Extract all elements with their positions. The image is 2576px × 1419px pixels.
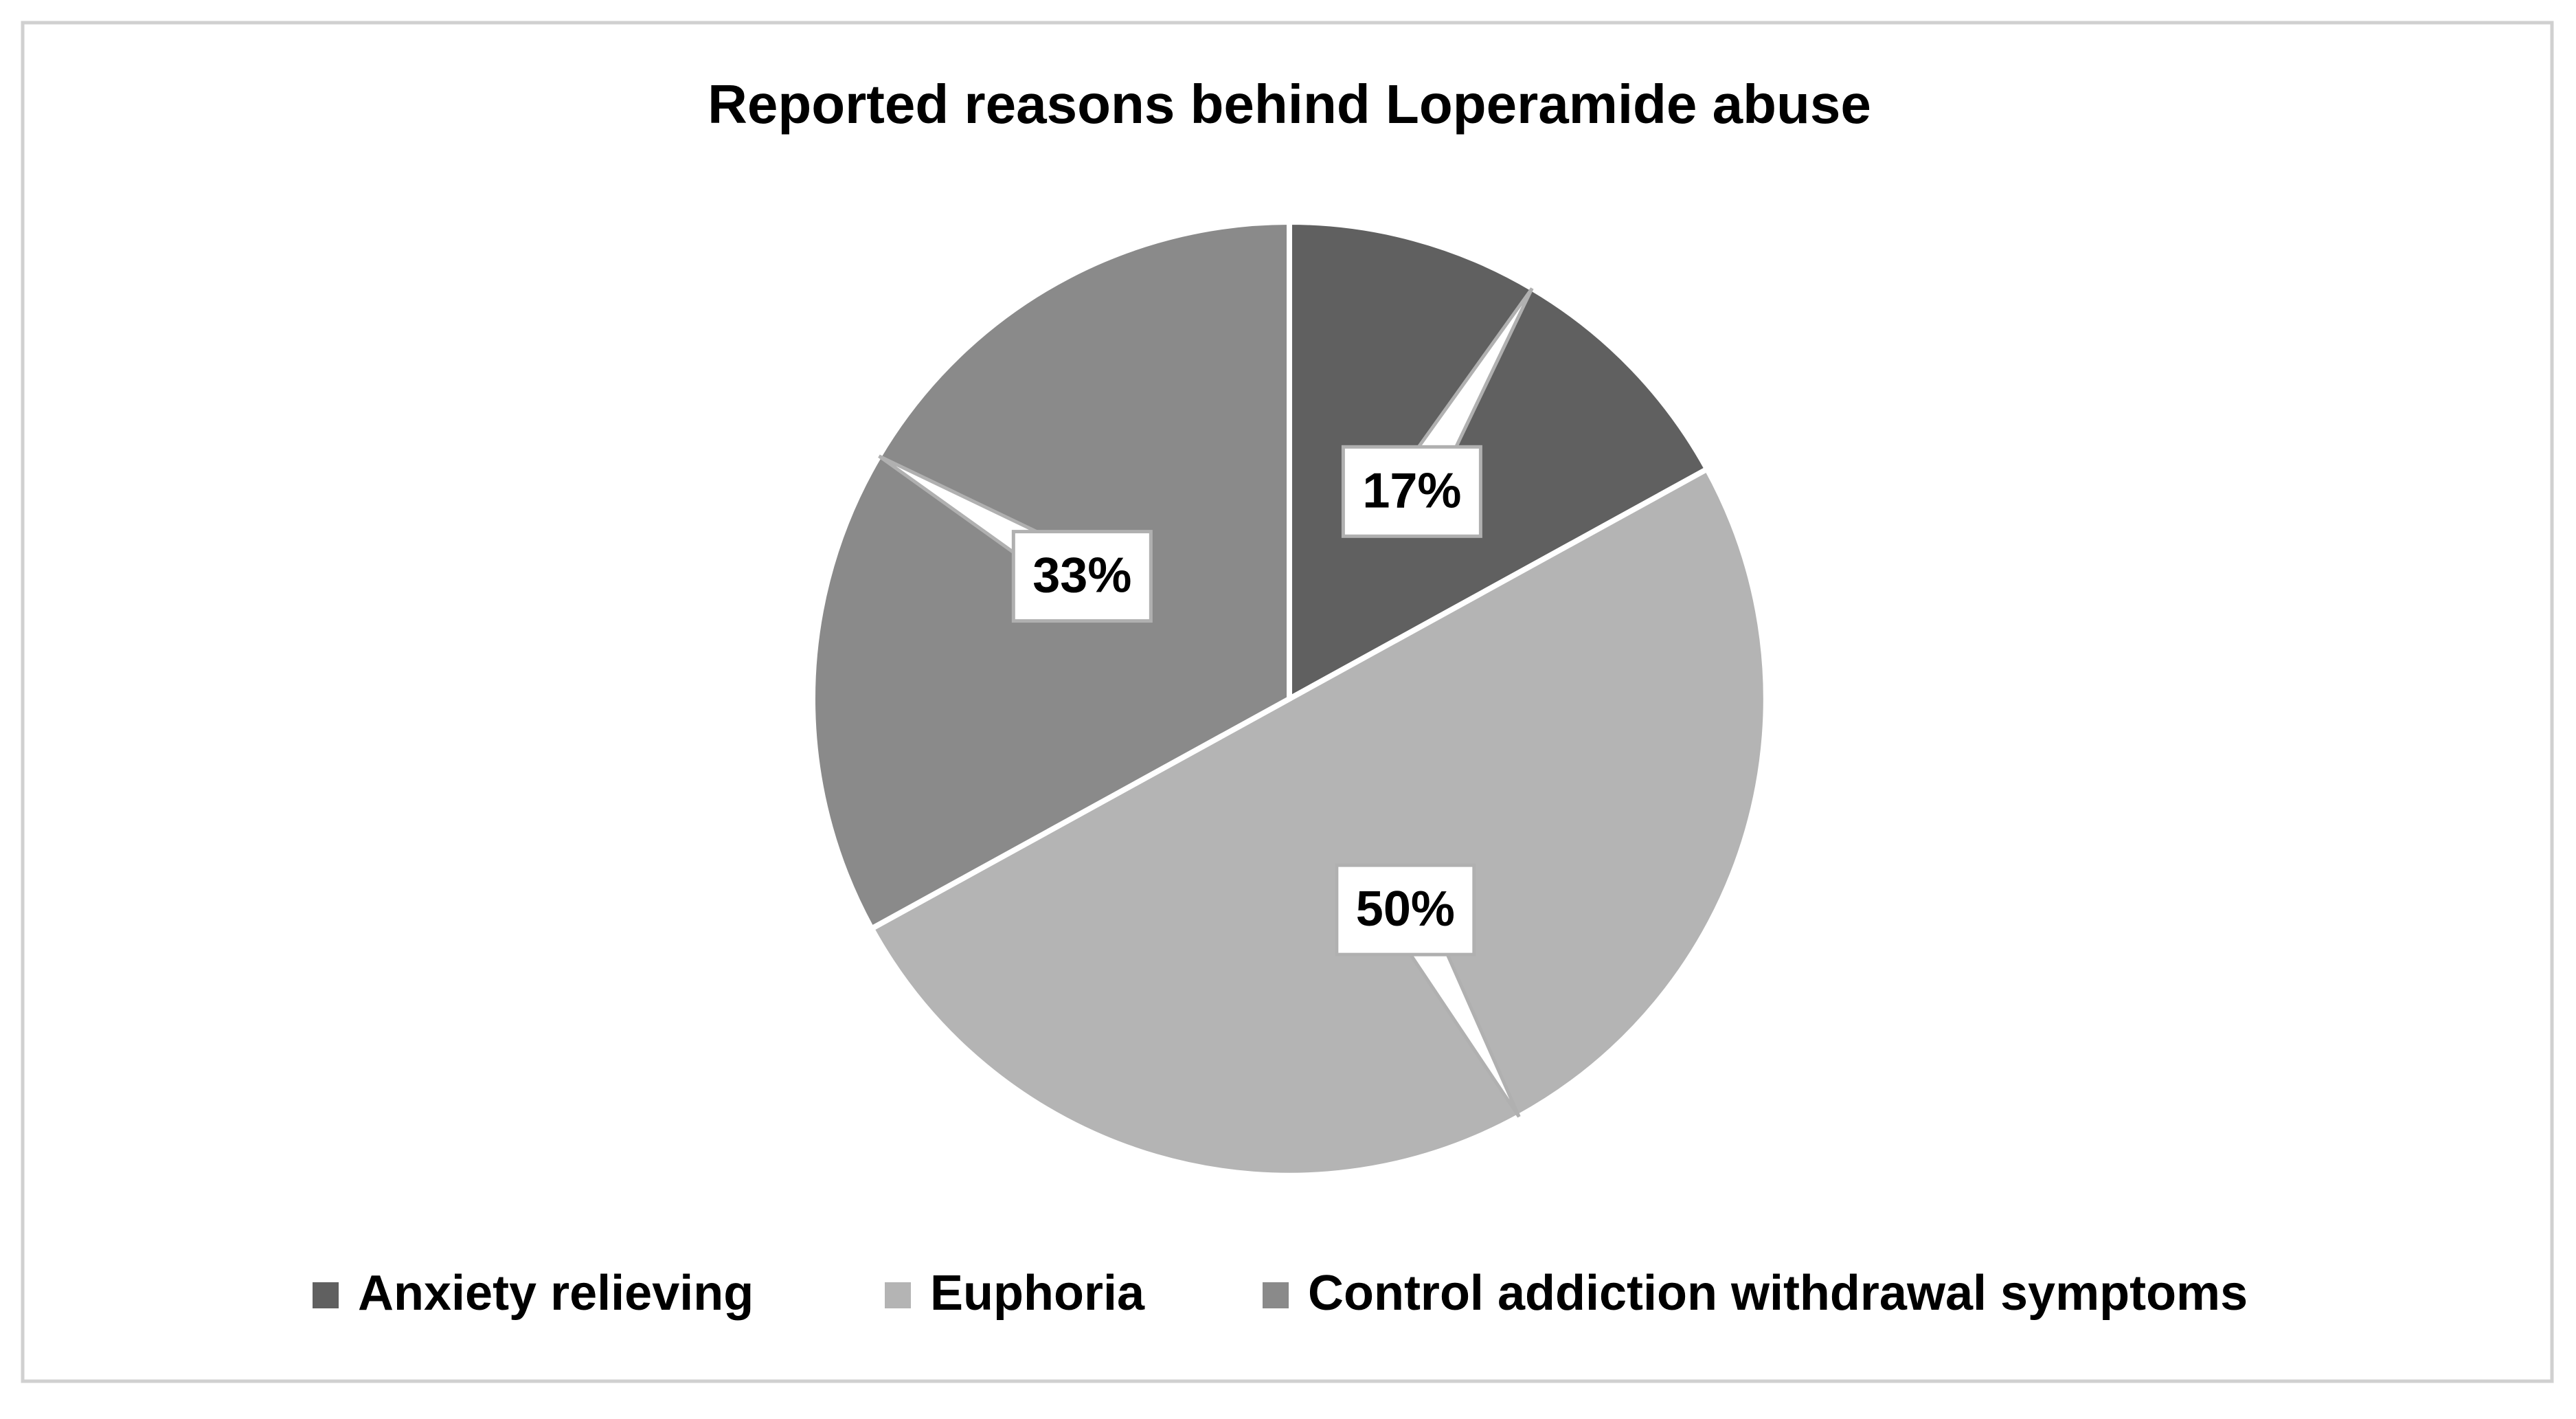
callout-box — [1341, 445, 1482, 538]
legend-marker — [885, 1282, 911, 1308]
data-label: 33% — [1032, 548, 1131, 603]
data-label: 50% — [1356, 882, 1455, 937]
callout-box — [1335, 863, 1476, 957]
data-label: 17% — [1362, 463, 1461, 518]
legend-marker — [1263, 1282, 1289, 1308]
legend-label: Control addiction withdrawal symptoms — [1308, 1266, 2248, 1321]
callout-box — [1011, 530, 1153, 623]
legend-label: Euphoria — [930, 1266, 1145, 1321]
chart-title: Reported reasons behind Loperamide abuse — [708, 74, 1871, 135]
legend-label: Anxiety relieving — [358, 1266, 754, 1321]
legend-marker — [313, 1282, 339, 1308]
